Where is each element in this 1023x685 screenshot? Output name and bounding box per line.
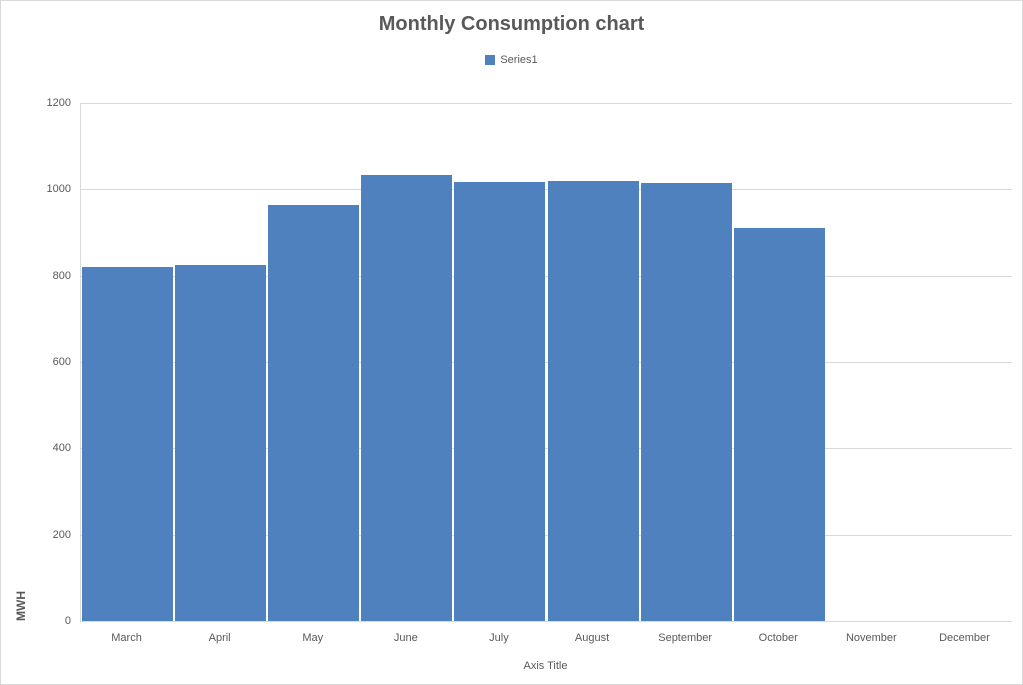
bar-june [361, 174, 453, 621]
y-tick-label-600: 600 [52, 356, 71, 368]
bar-march [82, 267, 174, 621]
gridline-800 [81, 275, 1012, 277]
y-tick-label-800: 800 [52, 269, 71, 282]
plot-area [80, 103, 1012, 622]
x-tick-label-april: April [208, 632, 231, 644]
bar-october [733, 227, 825, 621]
x-tick-label-march: March [111, 632, 142, 644]
x-tick-label-october: October [758, 632, 798, 644]
legend-label: Series1 [500, 54, 538, 66]
gridline-600 [81, 362, 1012, 363]
gridline-400 [81, 448, 1012, 450]
x-tick-label-november: November [845, 632, 897, 644]
x-tick-label-july: July [489, 632, 509, 644]
legend-swatch [485, 55, 496, 65]
x-tick-label-june: June [393, 632, 418, 644]
gridline-200 [81, 534, 1012, 536]
bar-august [547, 180, 639, 621]
y-tick-label-200: 200 [52, 528, 71, 541]
chart-title: Monthly Consumption chart [378, 13, 645, 35]
bar-july [454, 182, 546, 621]
y-tick-label-1200: 1200 [46, 97, 71, 109]
x-tick-label-december: December [939, 632, 990, 644]
bar-may [268, 205, 360, 621]
bar-september [640, 183, 732, 621]
bar-april [175, 265, 267, 621]
legend: Series1 [1, 54, 1022, 66]
gridline-1000 [81, 189, 1012, 191]
gridline-1200 [81, 103, 1012, 104]
y-tick-label-400: 400 [52, 442, 71, 455]
y-axis-labels: 0 200 400 600 800 1000 1200 [1, 1, 71, 684]
y-tick-label-0: 0 [64, 615, 71, 627]
x-tick-label-august: August [574, 632, 610, 644]
x-tick-label-september: September [658, 632, 713, 644]
x-tick-label-may: May [302, 632, 324, 644]
x-axis-title: Axis Title [523, 660, 568, 672]
x-axis-labels: March April May June July August September Octo… [80, 632, 1011, 648]
y-tick-label-1000: 1000 [46, 183, 71, 196]
